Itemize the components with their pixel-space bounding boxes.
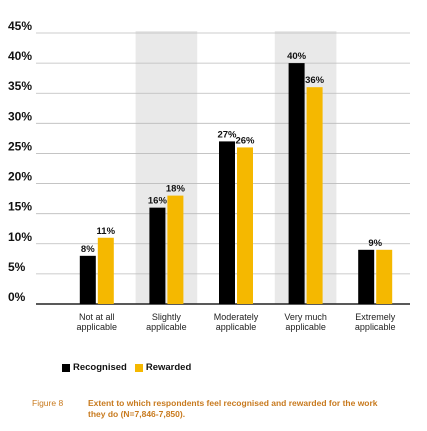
y-tick-label: 0% — [8, 290, 26, 304]
legend-label-recognised: Recognised — [73, 362, 127, 373]
x-tick-label: applicable — [216, 322, 257, 332]
bar-recognised-4 — [358, 249, 375, 304]
legend-label-rewarded: Rewarded — [145, 362, 192, 373]
data-label: 27% — [217, 129, 237, 140]
legend-swatch-recognised — [62, 363, 70, 372]
shaded-band-1 — [135, 31, 198, 304]
x-tick-label: applicable — [285, 322, 326, 332]
x-tick-label: Very much — [284, 312, 327, 322]
legend-swatch-rewarded — [134, 363, 143, 372]
data-label: 36% — [305, 75, 325, 86]
figure-title: Extent to which respondents feel recogni… — [88, 398, 378, 419]
shaded-band-3 — [274, 31, 337, 304]
bar-recognised-1 — [149, 207, 166, 304]
legend: Recognised Rewarded — [62, 362, 199, 373]
y-tick-label: 25% — [8, 139, 32, 153]
bar-rewarded-1 — [167, 195, 184, 304]
bar-rewarded-2 — [237, 147, 253, 304]
bar-chart: 0% 5% 10% 15% 20% 25% 30% 35% 40% 45% 8%11% Not at … — [8, 19, 410, 332]
x-tick-label: Moderately — [214, 312, 259, 322]
y-tick-label: 40% — [8, 49, 32, 63]
x-tick-label: applicable — [77, 322, 118, 332]
bar-recognised-0 — [79, 255, 96, 304]
y-tick-label: 35% — [8, 79, 32, 93]
y-tick-label: 15% — [8, 200, 32, 214]
y-tick-label: 5% — [8, 260, 26, 274]
figure-number: Figure 8 — [32, 398, 64, 408]
bar-rewarded-4 — [376, 249, 393, 304]
x-tick-label: Slightly — [152, 312, 182, 322]
bar-rewarded-0 — [97, 237, 114, 304]
y-tick-label: 20% — [8, 170, 32, 184]
data-label: 16% — [148, 196, 168, 207]
bar-recognised-3 — [288, 63, 305, 304]
data-label: 18% — [166, 184, 186, 195]
data-label: 11% — [97, 226, 116, 237]
x-tick-label: Not at all — [79, 312, 115, 322]
data-label: 26% — [235, 135, 255, 146]
x-tick-label: Extremely — [355, 312, 396, 322]
y-tick-label: 10% — [8, 230, 32, 244]
data-label: 8% — [81, 244, 95, 255]
data-label: 9% — [368, 238, 382, 249]
y-tick-label: 45% — [8, 19, 32, 33]
y-tick-label: 30% — [8, 109, 32, 123]
legend-item-rewarded: Rewarded — [134, 362, 192, 373]
bar-recognised-2 — [219, 141, 235, 304]
x-tick-label: applicable — [355, 322, 396, 332]
bar-rewarded-3 — [306, 87, 323, 304]
x-tick-label: applicable — [146, 322, 187, 332]
legend-item-recognised: Recognised — [62, 362, 127, 373]
data-label: 40% — [287, 51, 307, 62]
